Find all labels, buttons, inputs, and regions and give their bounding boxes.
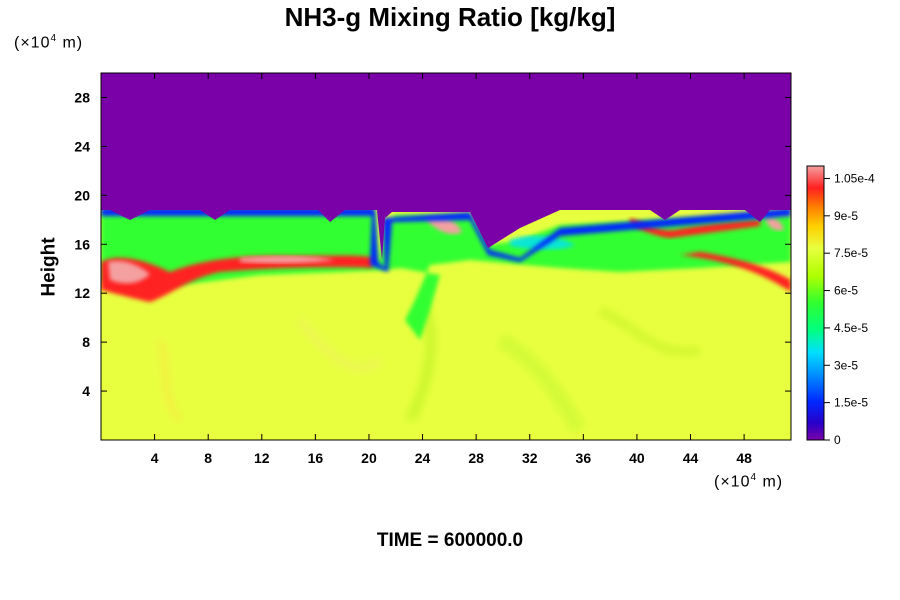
colorbar-tick-label: 7.5e-5 xyxy=(834,246,868,260)
x-tick-label: 8 xyxy=(204,450,212,466)
y-tick-label: 12 xyxy=(74,285,90,301)
time-label: TIME = 600000.0 xyxy=(376,530,524,551)
x-tick-label: 12 xyxy=(254,450,270,466)
x-tick-label: 16 xyxy=(308,450,324,466)
y-tick-label: 28 xyxy=(74,89,90,105)
red-streak-right xyxy=(630,218,760,238)
x-tick-label: 24 xyxy=(415,450,431,466)
red-layer-left xyxy=(101,255,375,302)
heatmap-field xyxy=(101,73,791,440)
y-unit-suffix: m) xyxy=(57,34,84,52)
boundary-edge xyxy=(101,208,791,272)
colorbar-tick-label: 1.05e-4 xyxy=(834,171,875,185)
swirl-3 xyxy=(296,317,383,372)
pink-core-left xyxy=(108,260,150,284)
colorbar-tick-label: 4.5e-5 xyxy=(834,321,868,335)
y-axis-unit: (×104 m) xyxy=(14,33,83,52)
x-tick-label: 32 xyxy=(522,450,538,466)
colorbar-tick-label: 0 xyxy=(834,433,841,447)
y-tick-label: 8 xyxy=(82,334,90,350)
red-layer-right xyxy=(680,252,791,292)
x-unit-suffix: m) xyxy=(757,473,784,491)
upper-region xyxy=(101,73,791,260)
colorbar-tick-label: 1.5e-5 xyxy=(834,396,868,410)
y-tick-label: 16 xyxy=(74,236,90,252)
swirl-2 xyxy=(496,332,587,435)
x-tick-label: 36 xyxy=(576,450,592,466)
colorbar xyxy=(806,165,825,441)
x-tick-label: 48 xyxy=(736,450,752,466)
y-tick-label: 20 xyxy=(74,187,90,203)
x-unit-prefix: (×10 xyxy=(714,473,751,491)
x-tick-label: 44 xyxy=(683,450,699,466)
colorbar-tick-label: 3e-5 xyxy=(834,358,858,372)
x-tick-label: 28 xyxy=(468,450,484,466)
y-axis-label: Height xyxy=(38,237,60,297)
colorbar-ticks: 0 1.5e-5 3e-5 4.5e-5 6e-5 7.5e-5 9e-5 1.05e-4 xyxy=(824,171,875,447)
plot-frame xyxy=(100,72,792,441)
pink-core-mid xyxy=(240,255,335,264)
x-unit-exp: 4 xyxy=(750,472,758,483)
chart-title: NH3-g Mixing Ratio [kg/kg] xyxy=(284,2,616,32)
x-axis-ticks: 4 8 12 16 20 24 28 32 36 40 44 48 xyxy=(151,73,752,466)
pink-core-right xyxy=(765,217,784,231)
green-band xyxy=(101,212,791,340)
y-axis-ticks: 4 8 12 16 20 24 28 xyxy=(74,89,791,399)
y-unit-prefix: (×10 xyxy=(14,34,51,52)
x-axis-unit: (×104 m) xyxy=(714,472,783,491)
x-tick-label: 40 xyxy=(629,450,645,466)
colorbar-tick-label: 6e-5 xyxy=(834,284,858,298)
colorbar-tick-label: 9e-5 xyxy=(834,209,858,223)
swirl-4 xyxy=(157,339,183,423)
y-tick-label: 4 xyxy=(82,383,90,399)
x-tick-label: 20 xyxy=(361,450,377,466)
y-unit-exp: 4 xyxy=(50,33,58,44)
y-tick-label: 24 xyxy=(74,138,90,154)
swirl-5 xyxy=(598,306,701,356)
x-tick-label: 4 xyxy=(151,450,159,466)
